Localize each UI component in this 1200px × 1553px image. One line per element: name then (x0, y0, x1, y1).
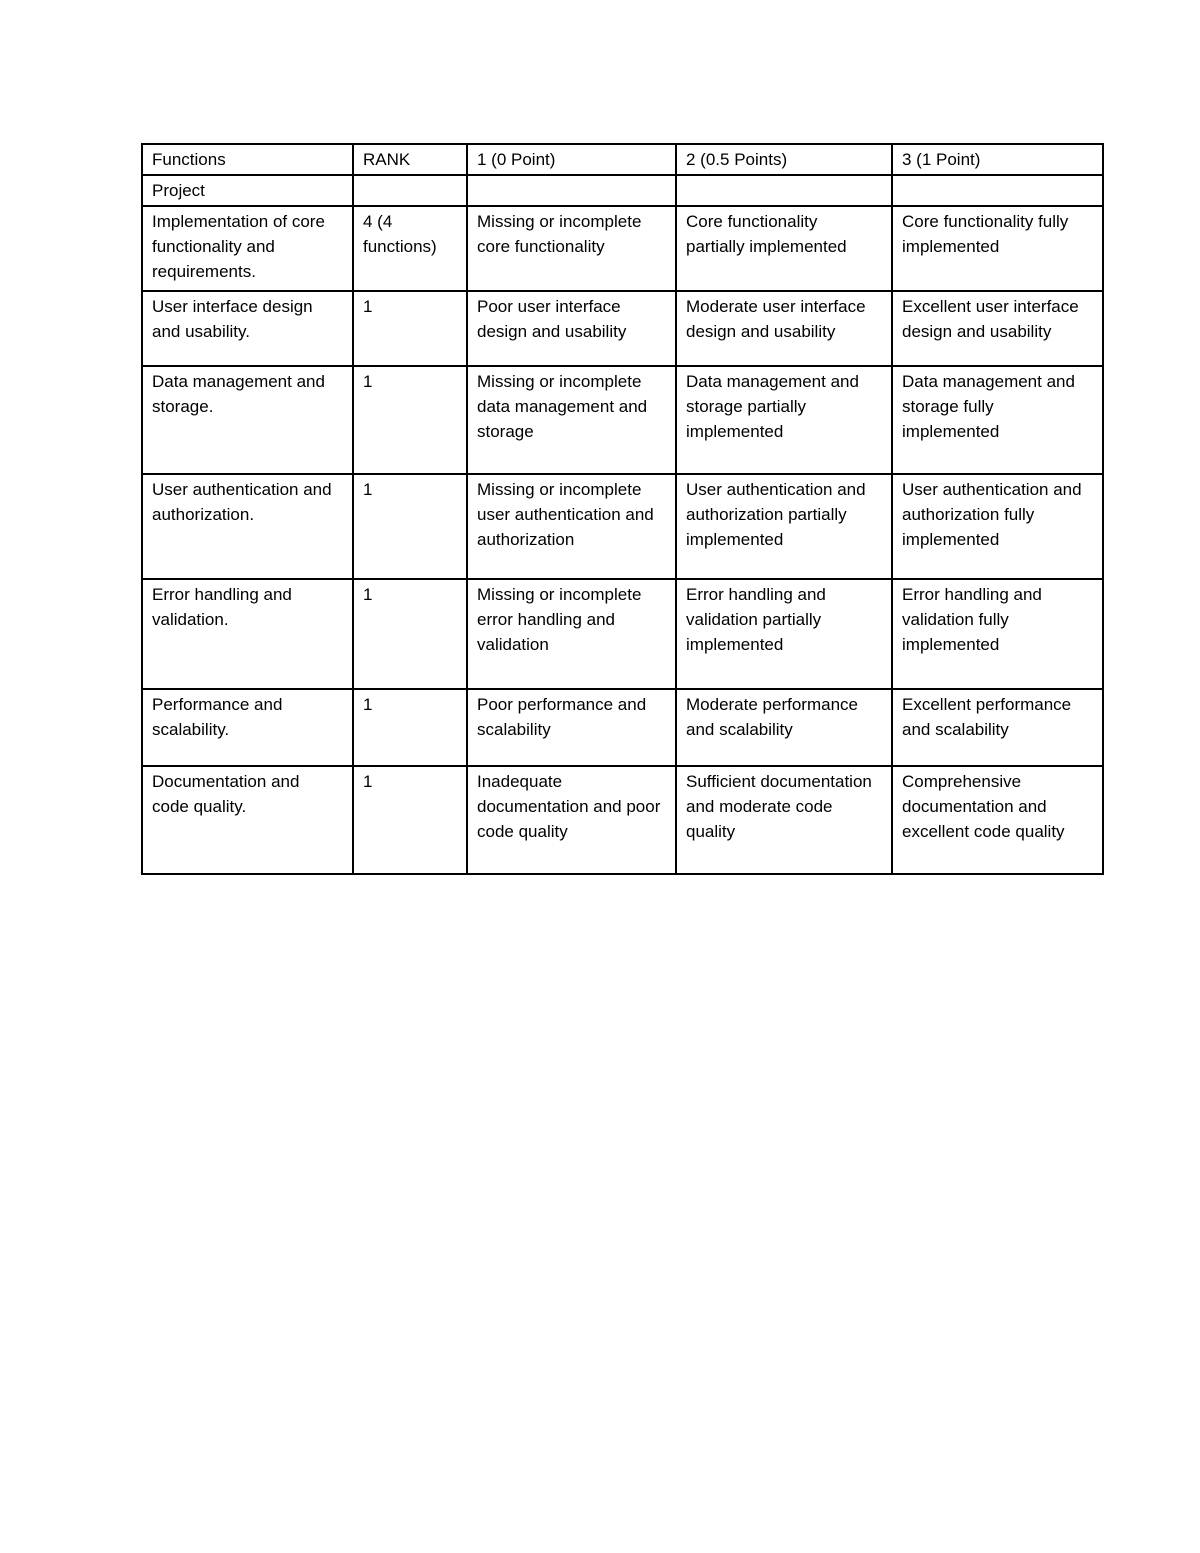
table-header-row: Functions RANK 1 (0 Point) 2 (0.5 Points… (141, 143, 1104, 176)
table-cell: 4 (4 functions) (352, 205, 468, 292)
table-cell: Data management and storage fully implem… (891, 365, 1104, 475)
table-cell: Documentation and code quality. (141, 765, 354, 875)
table-cell: Excellent user interface design and usab… (891, 290, 1104, 367)
table-cell: Missing or incomplete user authenticatio… (466, 473, 677, 580)
table-cell: Implementation of core functionality and… (141, 205, 354, 292)
table-cell (352, 174, 468, 207)
table-cell: 1 (352, 473, 468, 580)
rubric-table: Functions RANK 1 (0 Point) 2 (0.5 Points… (141, 143, 1104, 875)
table-cell: Excellent performance and scalability (891, 688, 1104, 767)
table-cell (891, 174, 1104, 207)
table-cell: 1 (352, 765, 468, 875)
table-row-user-authentication: User authentication and authorization. 1… (141, 473, 1104, 580)
table-row-project: Project (141, 174, 1104, 207)
header-cell-functions: Functions (141, 143, 354, 176)
table-cell: Data management and storage partially im… (675, 365, 893, 475)
table-cell: 1 (352, 688, 468, 767)
table-cell (675, 174, 893, 207)
table-cell: Inadequate documentation and poor code q… (466, 765, 677, 875)
table-row-core-functionality: Implementation of core functionality and… (141, 205, 1104, 292)
table-cell: 1 (352, 290, 468, 367)
table-cell: Performance and scalability. (141, 688, 354, 767)
table-cell: User authentication and authorization. (141, 473, 354, 580)
table-cell: Comprehensive documentation and excellen… (891, 765, 1104, 875)
table-row-performance: Performance and scalability. 1 Poor perf… (141, 688, 1104, 767)
table-cell: Sufficient documentation and moderate co… (675, 765, 893, 875)
header-cell-rank: RANK (352, 143, 468, 176)
table-cell: Core functionality partially implemented (675, 205, 893, 292)
table-cell: Poor performance and scalability (466, 688, 677, 767)
table-cell: Poor user interface design and usability (466, 290, 677, 367)
table-cell: Core functionality fully implemented (891, 205, 1104, 292)
table-cell: 1 (352, 578, 468, 690)
table-row-documentation: Documentation and code quality. 1 Inadeq… (141, 765, 1104, 875)
table-cell: Missing or incomplete core functionality (466, 205, 677, 292)
table-cell: Error handling and validation. (141, 578, 354, 690)
header-cell-score2: 2 (0.5 Points) (675, 143, 893, 176)
table-row-error-handling: Error handling and validation. 1 Missing… (141, 578, 1104, 690)
table-cell: Moderate performance and scalability (675, 688, 893, 767)
table-cell: Data management and storage. (141, 365, 354, 475)
table-cell: Moderate user interface design and usabi… (675, 290, 893, 367)
table-cell: User authentication and authorization pa… (675, 473, 893, 580)
header-cell-score3: 3 (1 Point) (891, 143, 1104, 176)
table-cell: User interface design and usability. (141, 290, 354, 367)
table-cell: Error handling and validation partially … (675, 578, 893, 690)
table-cell: Error handling and validation fully impl… (891, 578, 1104, 690)
table-cell (466, 174, 677, 207)
table-row-ui-design: User interface design and usability. 1 P… (141, 290, 1104, 367)
table-cell: Missing or incomplete data management an… (466, 365, 677, 475)
table-cell: 1 (352, 365, 468, 475)
table-cell: Project (141, 174, 354, 207)
table-row-data-management: Data management and storage. 1 Missing o… (141, 365, 1104, 475)
header-cell-score1: 1 (0 Point) (466, 143, 677, 176)
table-cell: User authentication and authorization fu… (891, 473, 1104, 580)
table-cell: Missing or incomplete error handling and… (466, 578, 677, 690)
